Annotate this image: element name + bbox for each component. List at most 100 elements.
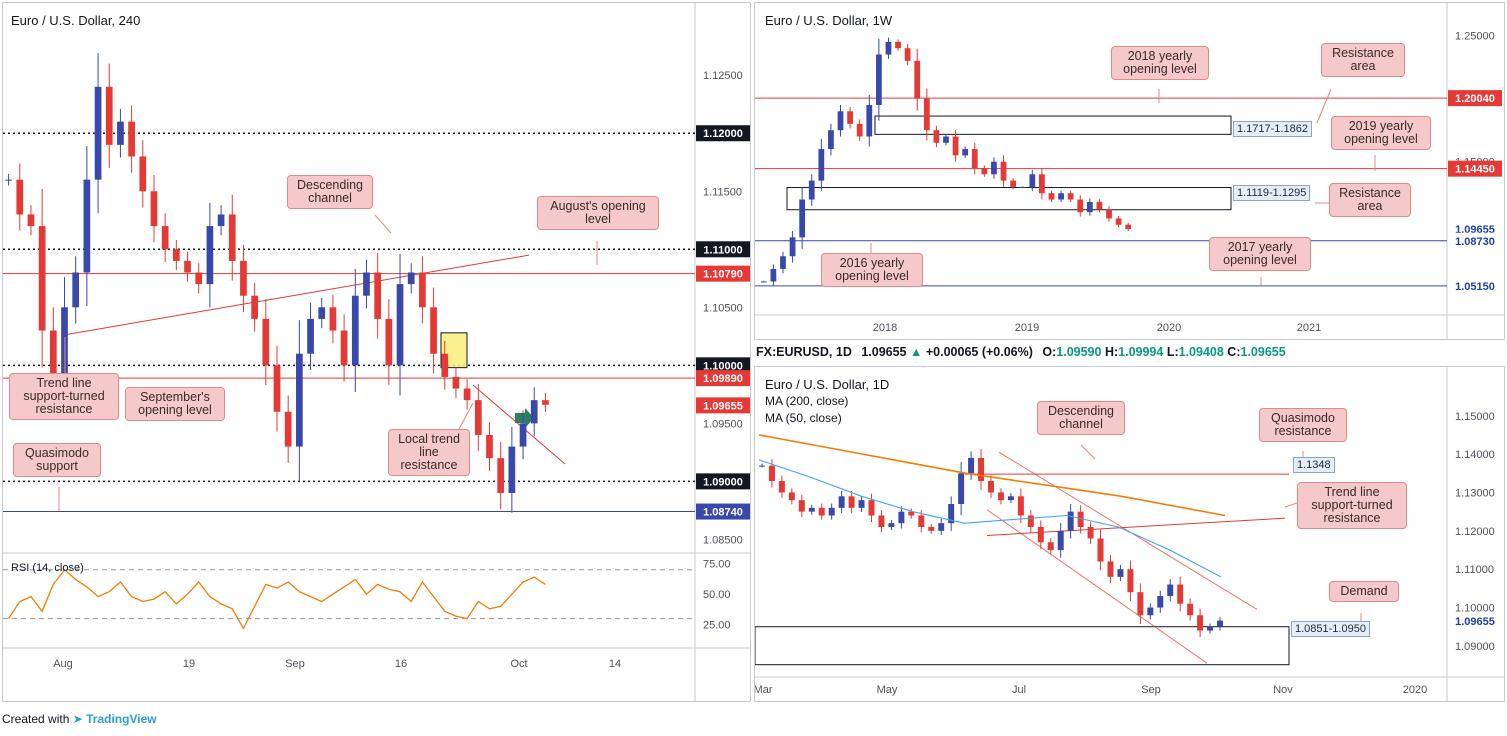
c240-candle	[206, 226, 214, 285]
box-label-1717-1862: 1.1717-1.1862	[1233, 121, 1312, 137]
price-label-bg	[696, 357, 750, 374]
c240-candle	[374, 272, 382, 319]
c1w-candle	[760, 281, 767, 283]
c1d-candle	[1067, 511, 1074, 531]
c240-candle	[307, 318, 314, 354]
c240-candle	[430, 307, 437, 354]
price-label: 1.08740	[703, 507, 743, 519]
c1w-candle	[837, 111, 844, 131]
legend-ma200: MA (200, close)	[765, 394, 849, 408]
c1d-candle	[868, 500, 875, 516]
c240-candle	[94, 86, 102, 180]
resistance-box-2	[786, 187, 1232, 211]
x-tick-label: Jul	[1012, 684, 1026, 696]
price-label: 1.09655	[1455, 616, 1495, 628]
highlight-box	[440, 332, 468, 369]
c1w-candle	[962, 149, 969, 156]
note-descending-channel-1d: Descending channel	[1037, 401, 1125, 435]
price-label-bg	[696, 241, 750, 258]
c1d-candle	[888, 523, 895, 527]
note-2016-yearly-opening: 2016 yearly opening level	[821, 253, 923, 287]
c1w-candle	[856, 123, 863, 137]
note-2017-yearly-opening: 2017 yearly opening level	[1209, 237, 1311, 271]
c1d-candle	[838, 496, 845, 508]
price-label: 1.09000	[703, 476, 743, 488]
c240-candle	[172, 249, 180, 261]
c240-candle	[340, 330, 348, 366]
x-tick-label: Nov	[1273, 684, 1293, 696]
c1d-candle	[978, 457, 985, 481]
rsi-tick-label: 75.00	[703, 559, 731, 571]
c240-candle	[407, 272, 415, 285]
c1w-candle	[808, 180, 815, 200]
price-label: 1.14450	[1455, 164, 1495, 176]
ohlc-low: 1.09408	[1178, 345, 1224, 359]
chart-panel-1w[interactable]: 1.250001.150001.200401.144501.096551.087…	[754, 2, 1505, 340]
legend-ma50: MA (50, close)	[765, 411, 842, 425]
price-label: 1.10000	[703, 360, 743, 372]
y-tick-label: 1.12000	[1455, 526, 1495, 538]
chart-1w-canvas[interactable]: 1.250001.150001.200401.144501.096551.087…	[755, 3, 1504, 339]
c240-candle	[150, 191, 158, 227]
y-tick-label: 1.10000	[1455, 603, 1495, 615]
c1d-candle	[928, 527, 935, 531]
c1w-candle	[1086, 202, 1093, 213]
c1w-candle	[885, 41, 892, 55]
note-quasimodo-resistance: Quasimodo resistance	[1259, 408, 1347, 442]
rsi-label: RSI (14, close)	[11, 562, 84, 574]
c240-candle	[318, 307, 326, 319]
price-label: 1.05150	[1455, 281, 1495, 293]
ohlc-change: +0.00065 (+0.06%)	[925, 345, 1033, 359]
c1d-candle	[1087, 527, 1094, 539]
c240-candle	[497, 458, 505, 493]
c240-candle	[5, 179, 12, 181]
footer-brand[interactable]: TradingView	[86, 712, 157, 726]
note-pointer	[374, 214, 392, 234]
y-tick-label: 1.10500	[703, 302, 743, 314]
x-tick-label: 2019	[1015, 322, 1039, 334]
c240-candle	[329, 307, 337, 331]
rsi-tick-label: 25.00	[703, 620, 731, 632]
note-pointer	[1316, 88, 1332, 124]
x-tick-label: 16	[395, 658, 407, 670]
note-pointer	[458, 402, 474, 430]
chart-panel-1d[interactable]: 1.15000 1.14000 1.13000 1.12000 1.11000 1.100…	[754, 366, 1505, 702]
c1d-candle	[958, 473, 965, 504]
c1d-candle	[1187, 603, 1194, 616]
ohlc-last: 1.09655	[861, 345, 907, 359]
c1d-candle	[1077, 511, 1084, 527]
c1w-candle	[895, 41, 901, 49]
resistance-box-1	[874, 115, 1232, 135]
c1w-candle	[1125, 224, 1132, 230]
y-tick-label: 1.13000	[1455, 487, 1495, 499]
chart-1d-canvas[interactable]: 1.15000 1.14000 1.13000 1.12000 1.11000 1.100…	[755, 367, 1504, 701]
price-label-bg	[696, 473, 750, 490]
chart-240-canvas[interactable]: 1.12500 1.12000 1.11500 1.11000 1.10500 1.100…	[3, 3, 750, 701]
price-label: 1.09655	[703, 400, 743, 412]
c240-candle	[105, 86, 113, 145]
footer-created-with: Created with	[2, 712, 70, 726]
price-label-bg	[696, 265, 750, 282]
channel-lower	[986, 509, 1208, 664]
c1d-candle	[1177, 584, 1184, 604]
ma200-line	[758, 434, 1226, 517]
chart-panel-240[interactable]: 1.12500 1.12000 1.11500 1.11000 1.10500 1.100…	[2, 2, 751, 702]
price-label-bg	[696, 397, 750, 414]
ohlc-high: 1.09994	[1118, 345, 1164, 359]
c1w-candle	[875, 54, 882, 105]
c1w-candle	[1019, 186, 1026, 188]
c1d-candle	[778, 480, 785, 493]
c240-candle	[463, 388, 471, 401]
c1d-candle	[798, 500, 805, 512]
c240-candle	[519, 423, 527, 447]
c240-candle	[27, 214, 35, 227]
c1d-candle	[1157, 596, 1164, 608]
demand-box	[755, 626, 1290, 666]
c1d-candle	[758, 465, 765, 467]
y-tick-label: 1.25000	[1455, 31, 1495, 43]
c240-candle	[474, 400, 482, 435]
c240-candle	[16, 179, 24, 215]
c240-candle	[228, 214, 236, 261]
c240-candle	[508, 446, 516, 493]
c1w-candle	[1000, 161, 1007, 181]
